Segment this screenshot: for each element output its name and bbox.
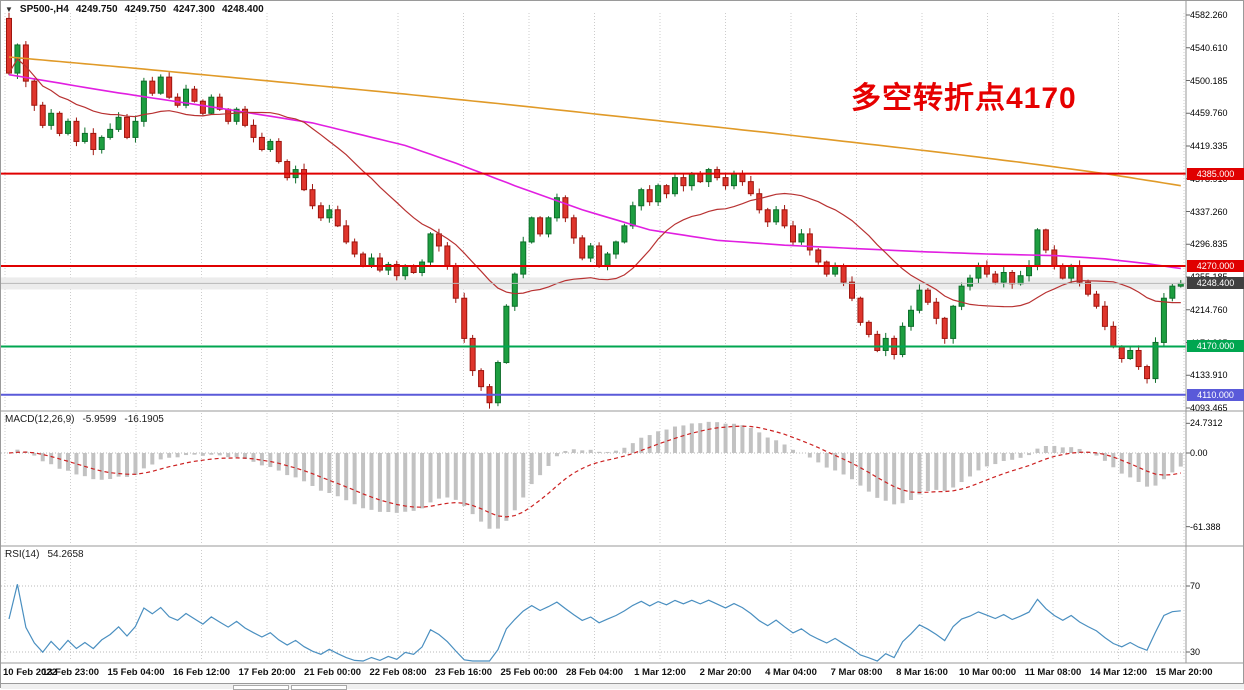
rsi-panel-label: RSI(14) 54.2658 (5, 549, 84, 560)
gridlines (4, 13, 1185, 661)
chart-title-bar: ▼ SP500-,H4 4249.750 4249.750 4247.300 4… (5, 4, 264, 15)
symbol-period-label: SP500-,H4 (19, 4, 69, 15)
symbol-dropdown-icon[interactable]: ▼ (5, 5, 13, 14)
macd-signal-line (8, 425, 1181, 518)
ohlc-high-value: 4249.750 (124, 4, 167, 15)
macd-main-value: -5.9599 (82, 414, 117, 425)
bottom-strip (1, 683, 1244, 690)
candlesticks (6, 12, 1184, 409)
ohlc-open-value: 4249.750 (75, 4, 118, 15)
ma-fast-line (8, 58, 1181, 308)
panel-borders (1, 1, 1244, 664)
axis-tick-marks (1186, 14, 1190, 653)
rsi-indicator-name: RSI(14) (5, 549, 40, 560)
trend-annotation: 多空转折点4170 (851, 82, 1077, 115)
ma-slow-line (8, 56, 1181, 187)
ma-mid-line (8, 73, 1181, 270)
rsi-line (8, 584, 1181, 662)
ohlc-low-value: 4247.300 (173, 4, 215, 15)
ohlc-close-value: 4248.400 (222, 4, 264, 15)
macd-signal-value: -16.1905 (124, 414, 164, 425)
rsi-value: 54.2658 (47, 549, 84, 560)
macd-indicator-name: MACD(12,26,9) (5, 414, 75, 425)
macd-panel-label: MACD(12,26,9) -5.9599 -16.1905 (5, 414, 164, 425)
